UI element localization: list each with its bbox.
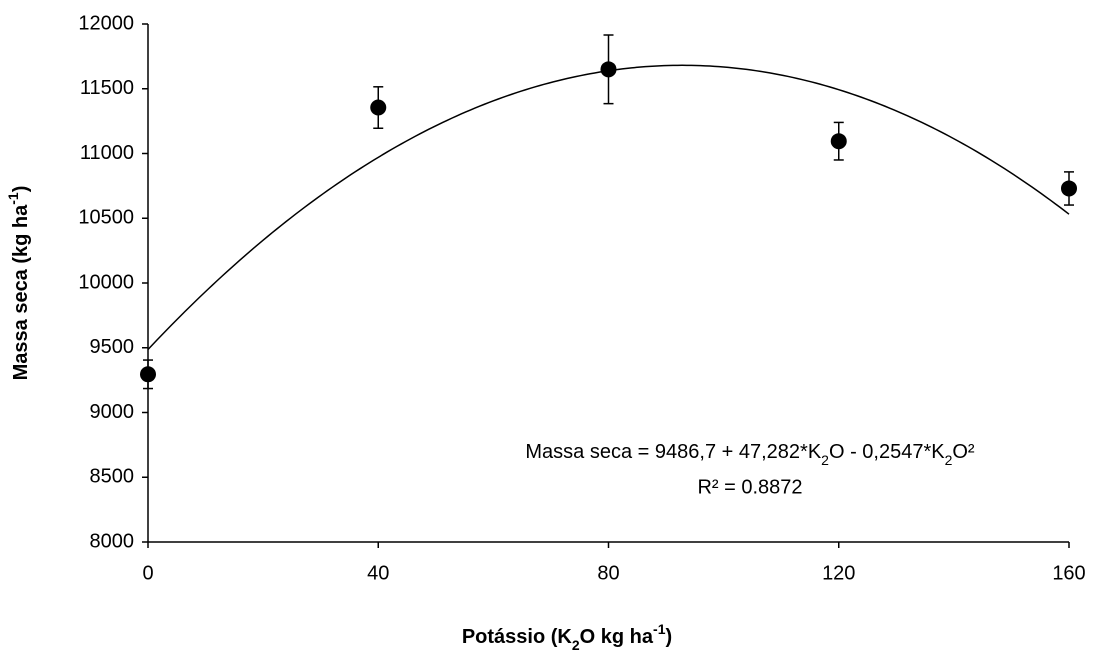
x-axis-title-text: ) [665,626,672,648]
x-axis-title-sub: 2 [572,637,580,653]
y-tick-label: 11000 [80,142,134,164]
equation-text: Massa seca = 9486,7 + 47,282*K [525,441,821,463]
x-tick-label: 80 [597,562,619,584]
x-tick-label: 40 [367,562,389,584]
y-tick-label: 10000 [78,271,134,293]
y-tick-label: 12000 [78,12,134,34]
point [370,99,387,116]
r-squared: R² = 0.8872 [697,476,802,498]
equation-sub: 2 [821,452,829,468]
x-axis-title: Potássio (K2O kg ha-1) [462,621,672,653]
point [140,366,156,383]
y-tick-label: 9500 [90,336,135,358]
y-tick-label: 11500 [80,77,134,99]
y-tick-label: 8000 [90,530,135,552]
y-axis-title-text: ) [10,186,32,193]
point [830,133,847,150]
equation-sub: 2 [945,452,953,468]
y-axis-title: Massa seca (kg ha-1) [5,186,33,381]
x-tick-label: 120 [822,562,855,584]
y-tick-label: 9000 [90,401,135,423]
y-axis-title-sup: -1 [5,192,21,205]
y-tick-label: 8500 [90,466,135,488]
equation-text: O² [952,441,975,463]
x-axis-title-text: O kg ha [580,626,654,648]
x-tick-label: 0 [142,562,153,584]
point [1061,180,1077,197]
equation: Massa seca = 9486,7 + 47,282*K2O - 0,254… [525,441,975,467]
y-tick-label: 10500 [78,207,134,229]
trendline [147,64,1070,350]
y-axis-title-text: Massa seca (kg ha [10,204,32,381]
point [600,61,617,78]
x-tick-label: 160 [1052,562,1085,584]
x-axis-title-text: Potássio (K [462,626,573,648]
equation-text: O - 0,2547*K [829,441,945,463]
x-axis-title-sup: -1 [653,621,666,637]
